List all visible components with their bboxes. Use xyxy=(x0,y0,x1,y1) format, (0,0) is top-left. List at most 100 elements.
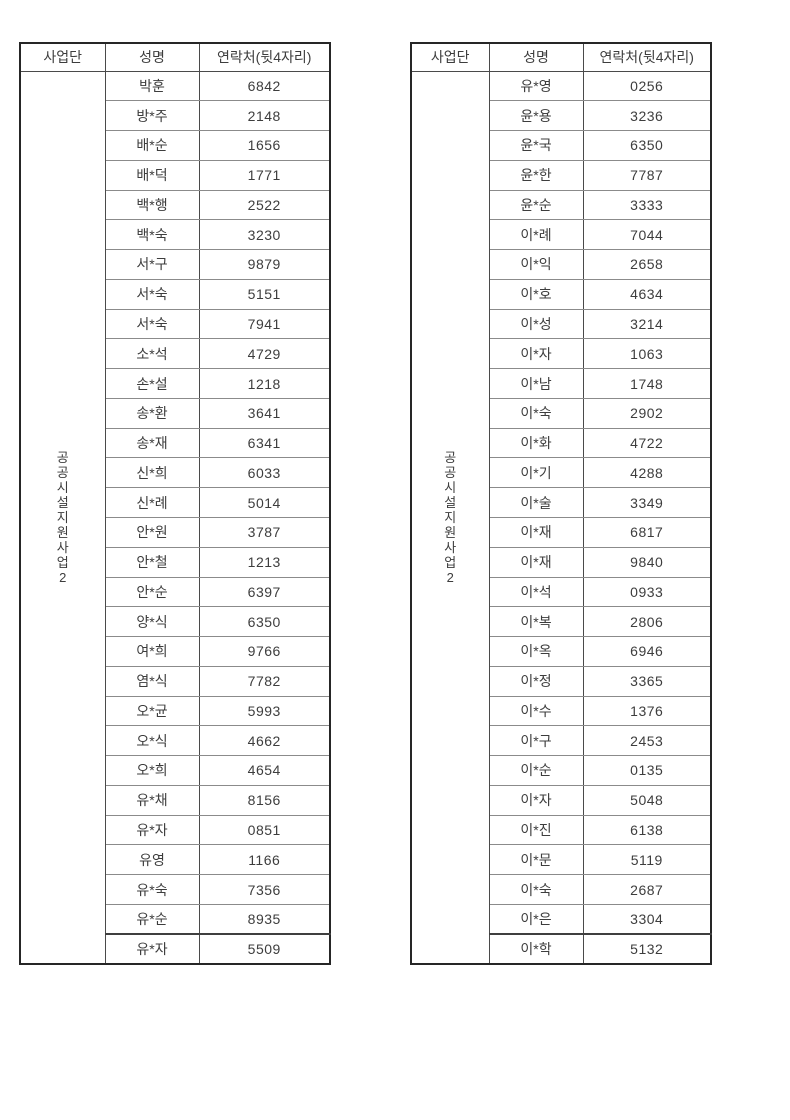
name-cell: 손*설 xyxy=(104,368,200,399)
table-row: 이*석 0933 xyxy=(411,576,712,608)
name-cell: 이*수 xyxy=(488,695,584,727)
name-cell: 이*숙 xyxy=(488,874,584,905)
name-cell: 윤*국 xyxy=(488,130,584,161)
name-cell: 이*술 xyxy=(488,487,584,518)
table-row: 공 공 시 설 지 원 사 업 2 박훈 6842 xyxy=(19,70,331,965)
name-cell: 서*숙 xyxy=(104,278,200,310)
table-row: 오*식 4662 xyxy=(20,725,331,757)
phone-cell: 3349 xyxy=(582,487,712,518)
table-row: 이*익 2658 xyxy=(411,249,712,280)
table-row: 이*학 5132 xyxy=(411,933,712,965)
table-row: 공 공 시 설 지 원 사 업 2 유*영 0256 xyxy=(410,70,712,965)
table-row: 이*문 5119 xyxy=(411,844,712,876)
table-row: 이*수 1376 xyxy=(411,695,712,727)
phone-cell: 1771 xyxy=(198,159,331,191)
name-cell: 이*자 xyxy=(488,784,584,816)
name-cell: 유*채 xyxy=(104,784,200,816)
name-cell: 유*자 xyxy=(104,814,200,846)
name-cell: 이*남 xyxy=(488,368,584,399)
phone-cell: 4654 xyxy=(198,755,331,786)
name-cell: 이*재 xyxy=(488,546,584,578)
table-row: 오*희 4654 xyxy=(20,755,331,786)
name-cell: 소*석 xyxy=(104,338,200,370)
phone-cell: 7356 xyxy=(198,874,331,905)
phone-cell: 5132 xyxy=(582,933,712,965)
name-cell: 신*례 xyxy=(104,487,200,518)
phone-cell: 0135 xyxy=(582,755,712,786)
table-row: 송*재 6341 xyxy=(20,427,331,459)
name-cell: 유*자 xyxy=(104,933,200,965)
table-row: 신*희 6033 xyxy=(20,457,331,489)
phone-cell: 2658 xyxy=(582,249,712,280)
name-cell: 이*자 xyxy=(488,338,584,370)
name-cell: 이*호 xyxy=(488,278,584,310)
name-cell: 백*행 xyxy=(104,189,200,221)
name-cell: 안*철 xyxy=(104,546,200,578)
phone-cell: 6350 xyxy=(198,606,331,638)
table-row: 이*순 0135 xyxy=(411,755,712,786)
phone-cell: 1656 xyxy=(198,130,331,161)
table-row: 서*숙 7941 xyxy=(20,308,331,340)
name-cell: 오*희 xyxy=(104,755,200,786)
phone-cell: 6341 xyxy=(198,427,331,459)
name-cell: 윤*순 xyxy=(488,189,584,221)
name-cell: 박훈 xyxy=(104,70,200,102)
name-cell: 안*원 xyxy=(104,516,200,548)
phone-cell: 5151 xyxy=(198,278,331,310)
name-cell: 여*희 xyxy=(104,636,200,667)
name-cell: 이*은 xyxy=(488,903,584,935)
name-cell: 이*석 xyxy=(488,576,584,608)
phone-cell: 3333 xyxy=(582,189,712,221)
phone-cell: 6397 xyxy=(198,576,331,608)
phone-cell: 6033 xyxy=(198,457,331,489)
phone-cell: 9879 xyxy=(198,249,331,280)
phone-cell: 5993 xyxy=(198,695,331,727)
table-row: 이*성 3214 xyxy=(411,308,712,340)
table-row: 방*주 2148 xyxy=(20,100,331,132)
table-row: 이*자 5048 xyxy=(411,784,712,816)
name-cell: 이*례 xyxy=(488,219,584,251)
table-row: 이*기 4288 xyxy=(411,457,712,489)
phone-cell: 3304 xyxy=(582,903,712,935)
name-cell: 이*화 xyxy=(488,427,584,459)
phone-cell: 5014 xyxy=(198,487,331,518)
name-cell: 양*식 xyxy=(104,606,200,638)
name-cell: 이*기 xyxy=(488,457,584,489)
phone-cell: 5509 xyxy=(198,933,331,965)
phone-cell: 6350 xyxy=(582,130,712,161)
table-row: 이*숙 2902 xyxy=(411,397,712,429)
name-cell: 이*옥 xyxy=(488,636,584,667)
phone-cell: 2806 xyxy=(582,606,712,638)
roster-table-left-container: 사업단 성명 연락처(뒷4자리) 공 공 시 설 지 원 사 업 2 박훈 6842 방*주 2148 배*순 1… xyxy=(19,42,331,965)
table-row: 서*숙 5151 xyxy=(20,278,331,310)
column-header: 사업단 xyxy=(19,42,106,72)
name-cell: 백*숙 xyxy=(104,219,200,251)
phone-cell: 3365 xyxy=(582,665,712,697)
phone-cell: 4288 xyxy=(582,457,712,489)
phone-cell: 8935 xyxy=(198,903,331,935)
phone-cell: 2148 xyxy=(198,100,331,132)
table-row: 유*채 8156 xyxy=(20,784,331,816)
name-cell: 서*구 xyxy=(104,249,200,280)
table-row: 백*행 2522 xyxy=(20,189,331,221)
phone-cell: 8156 xyxy=(198,784,331,816)
name-cell: 서*숙 xyxy=(104,308,200,340)
phone-cell: 6946 xyxy=(582,636,712,667)
phone-cell: 1376 xyxy=(582,695,712,727)
table-row: 이*숙 2687 xyxy=(411,874,712,905)
name-cell: 송*환 xyxy=(104,397,200,429)
phone-cell: 2522 xyxy=(198,189,331,221)
phone-cell: 9840 xyxy=(582,546,712,578)
name-cell: 이*문 xyxy=(488,844,584,876)
phone-cell: 9766 xyxy=(198,636,331,667)
table-row: 염*식 7782 xyxy=(20,665,331,697)
phone-cell: 3641 xyxy=(198,397,331,429)
table-row: 이*복 2806 xyxy=(411,606,712,638)
column-header: 성명 xyxy=(104,42,200,72)
column-header: 성명 xyxy=(488,42,584,72)
phone-cell: 3230 xyxy=(198,219,331,251)
name-cell: 신*희 xyxy=(104,457,200,489)
phone-cell: 2453 xyxy=(582,725,712,757)
table-row: 이*정 3365 xyxy=(411,665,712,697)
